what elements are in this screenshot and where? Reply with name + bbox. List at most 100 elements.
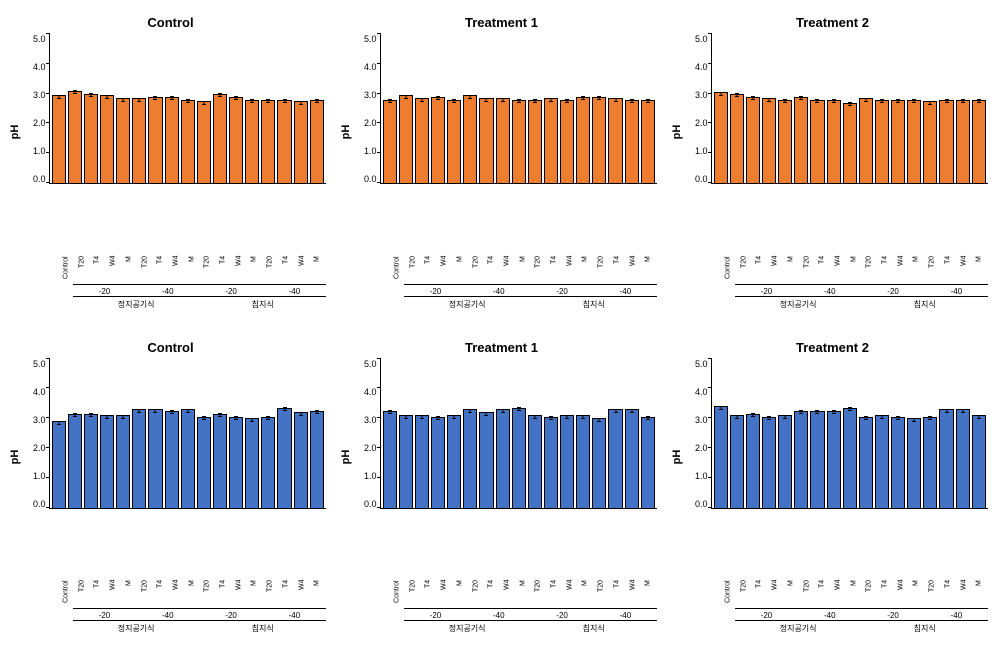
error-cap-bottom: [581, 418, 585, 419]
x-label: W4: [437, 580, 451, 608]
bar: [229, 97, 243, 183]
x-label: Control: [59, 256, 73, 284]
x-label: W4: [626, 256, 640, 284]
error-cap-bottom: [170, 99, 174, 100]
x-axis-group-level3: 정지공기식침지식: [719, 296, 988, 310]
error-cap-bottom: [186, 102, 190, 103]
bar: [148, 409, 162, 507]
x-label: W4: [831, 580, 845, 608]
bar: [972, 100, 986, 183]
x-label: T4: [153, 580, 167, 608]
bar: [479, 412, 493, 507]
error-cap-top: [630, 409, 634, 410]
x-group-l2: [57, 284, 73, 296]
error-cap-bottom: [945, 102, 949, 103]
y-tick: 2.0: [364, 443, 377, 453]
y-tick: 0.0: [364, 174, 377, 184]
bar: [197, 417, 211, 508]
error-cap-bottom: [266, 419, 270, 420]
bar: [907, 100, 921, 183]
y-axis-ticks: 0.01.02.03.04.05.0: [364, 359, 380, 509]
x-label: T4: [752, 256, 766, 284]
error-cap-top: [581, 96, 585, 97]
bar: [714, 406, 728, 507]
bar: [714, 92, 728, 183]
bar: [261, 100, 275, 183]
error-cap-top: [299, 101, 303, 102]
x-label: T4: [547, 580, 561, 608]
x-label: Control: [721, 256, 735, 284]
x-group-l2: -20: [404, 608, 467, 620]
x-group-l2: [388, 608, 404, 620]
x-group-l2: -40: [798, 608, 861, 620]
bar: [956, 409, 970, 507]
error-cap-top: [719, 406, 723, 407]
bar: [827, 411, 841, 508]
error-cap-top: [484, 412, 488, 413]
x-label: M: [784, 580, 798, 608]
error-cap-top: [945, 99, 949, 100]
error-cap-bottom: [234, 99, 238, 100]
bar: [528, 415, 542, 507]
bar: [463, 409, 477, 507]
y-axis-label: pH: [671, 449, 683, 464]
x-label: W4: [106, 256, 120, 284]
bar: [245, 418, 259, 507]
x-group-l2: [388, 284, 404, 296]
error-cap-top: [896, 99, 900, 100]
x-label: T20: [263, 580, 277, 608]
x-axis-group-level3: 정지공기식침지식: [388, 620, 657, 634]
bar: [229, 417, 243, 508]
x-label: M: [516, 256, 530, 284]
bar: [560, 415, 574, 507]
error-cap-top: [420, 98, 424, 99]
error-cap-bottom: [299, 415, 303, 416]
y-tick: 2.0: [364, 118, 377, 128]
x-label: T20: [200, 256, 214, 284]
error-cap-bottom: [565, 102, 569, 103]
x-axis-group-level2: -20-40-20-40: [719, 608, 988, 620]
chart-panel-0: ControlpH0.01.02.03.04.05.0ControlT20T4W…: [15, 15, 326, 310]
bar: [778, 100, 792, 183]
error-cap-bottom: [799, 413, 803, 414]
y-tick: 4.0: [33, 387, 46, 397]
bar: [383, 100, 397, 183]
error-cap-bottom: [783, 102, 787, 103]
error-cap-bottom: [880, 418, 884, 419]
error-cap-bottom: [848, 410, 852, 411]
x-label: M: [247, 256, 261, 284]
bar: [746, 97, 760, 183]
panel-title: Treatment 1: [346, 15, 657, 30]
y-tick: 0.0: [364, 499, 377, 509]
error-cap-top: [420, 415, 424, 416]
x-group-l3: 정지공기식: [735, 620, 862, 634]
error-cap-top: [234, 96, 238, 97]
error-cap-top: [452, 415, 456, 416]
error-cap-bottom: [57, 424, 61, 425]
y-tick: 5.0: [695, 359, 708, 369]
error-cap-bottom: [517, 410, 521, 411]
bar: [544, 417, 558, 508]
bar: [100, 95, 114, 183]
error-cap-bottom: [153, 412, 157, 413]
error-cap-top: [928, 101, 932, 102]
x-label: T4: [216, 580, 230, 608]
error-cap-top: [153, 96, 157, 97]
error-cap-top: [719, 92, 723, 93]
y-tick: 5.0: [364, 34, 377, 44]
error-cap-top: [501, 98, 505, 99]
y-tick: 4.0: [364, 62, 377, 72]
bar: [84, 414, 98, 508]
error-cap-top: [646, 99, 650, 100]
error-cap-bottom: [202, 104, 206, 105]
x-axis-labels: ControlT20T4W4MT20T4W4MT20T4W4MT20T4W4M: [57, 256, 326, 284]
bar: [730, 415, 744, 507]
bar: [294, 101, 308, 183]
bar: [84, 94, 98, 183]
x-label: M: [310, 256, 324, 284]
error-cap-bottom: [89, 416, 93, 417]
x-axis-labels: ControlT20T4W4MT20T4W4MT20T4W4MT20T4W4M: [719, 256, 988, 284]
error-cap-top: [549, 416, 553, 417]
error-cap-bottom: [315, 102, 319, 103]
y-tick: 2.0: [33, 443, 46, 453]
